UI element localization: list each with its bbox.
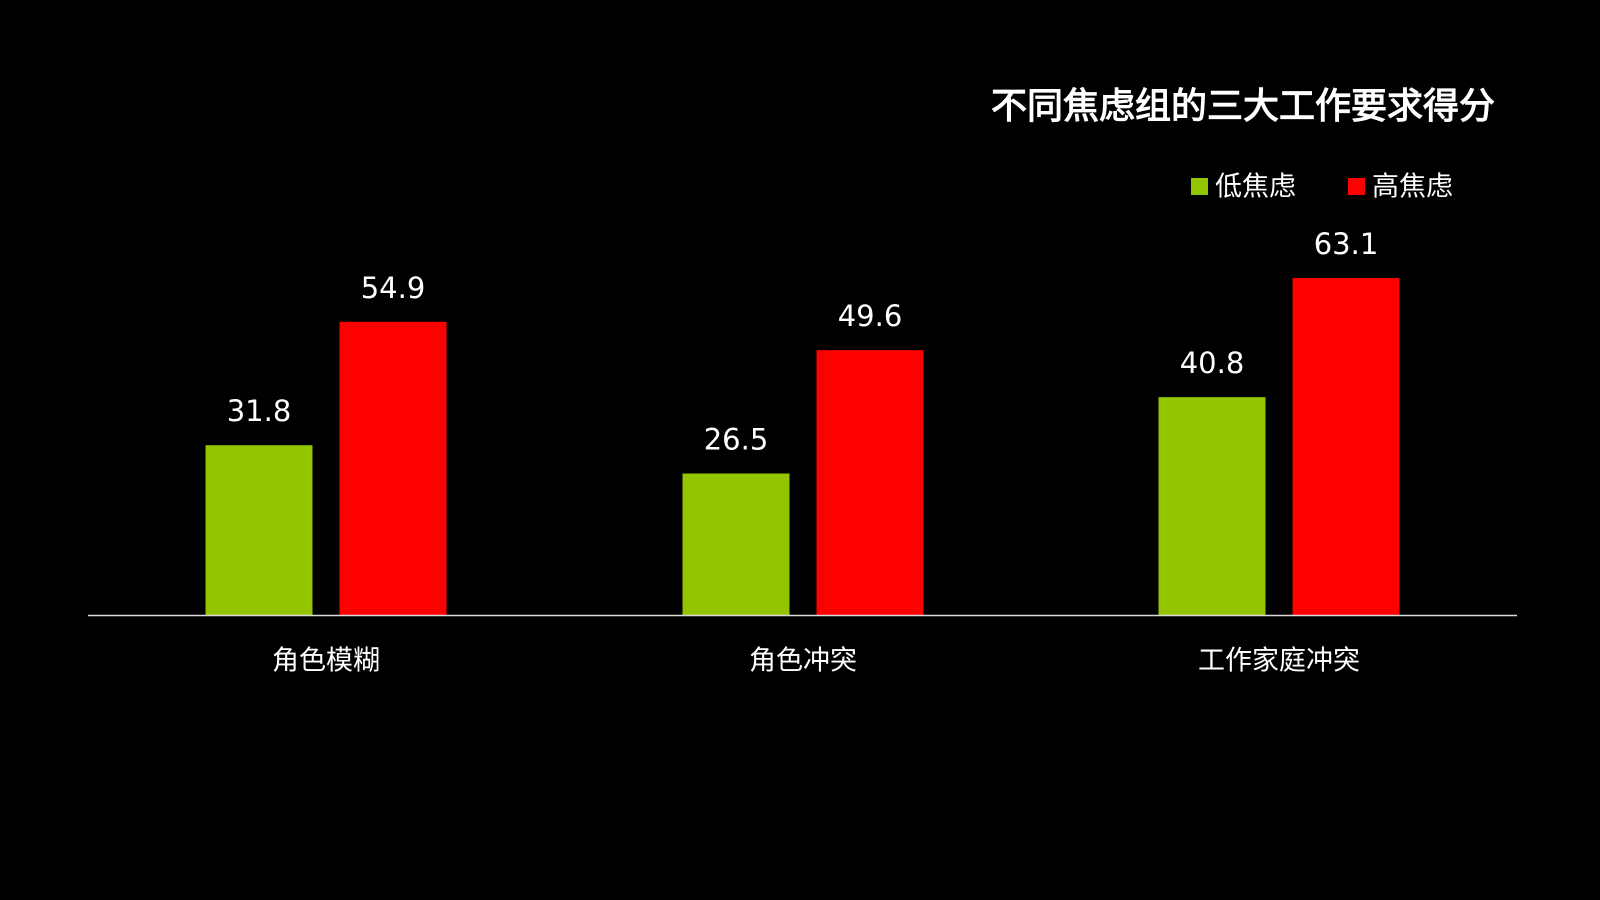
bar bbox=[205, 445, 313, 615]
x-tick-label: 角色模糊 bbox=[272, 646, 380, 677]
value-label: 31.8 bbox=[227, 394, 292, 428]
value-label: 49.6 bbox=[838, 299, 903, 333]
bar bbox=[1292, 278, 1400, 615]
legend-label: 高焦虑 bbox=[1372, 172, 1453, 203]
value-label: 63.1 bbox=[1314, 227, 1379, 261]
bar bbox=[816, 350, 924, 615]
legend-label: 低焦虑 bbox=[1215, 172, 1296, 203]
bar bbox=[682, 473, 790, 615]
value-label: 26.5 bbox=[704, 422, 769, 456]
value-label: 40.8 bbox=[1180, 346, 1245, 380]
bar bbox=[339, 321, 447, 615]
x-tick-label: 角色冲突 bbox=[749, 646, 857, 677]
chart-title: 不同焦虑组的三大工作要求得分 bbox=[991, 86, 1495, 127]
x-tick-label: 工作家庭冲突 bbox=[1198, 646, 1360, 677]
legend-swatch bbox=[1348, 178, 1365, 195]
value-label: 54.9 bbox=[361, 271, 426, 305]
bar bbox=[1158, 397, 1266, 615]
legend-swatch bbox=[1191, 178, 1208, 195]
